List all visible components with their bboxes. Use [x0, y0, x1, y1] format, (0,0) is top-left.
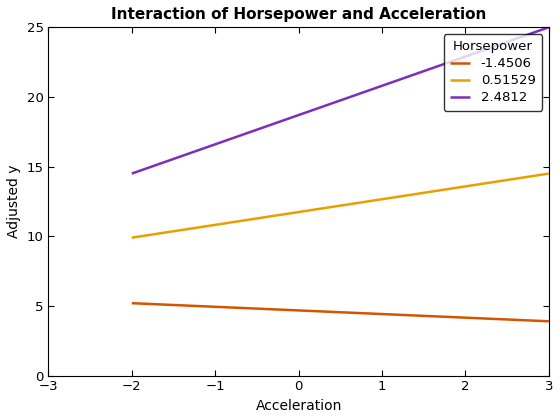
X-axis label: Acceleration: Acceleration	[255, 399, 342, 413]
Title: Interaction of Horsepower and Acceleration: Interaction of Horsepower and Accelerati…	[111, 7, 486, 22]
Y-axis label: Adjusted y: Adjusted y	[7, 165, 21, 238]
Legend: -1.4506, 0.51529, 2.4812: -1.4506, 0.51529, 2.4812	[444, 34, 542, 111]
